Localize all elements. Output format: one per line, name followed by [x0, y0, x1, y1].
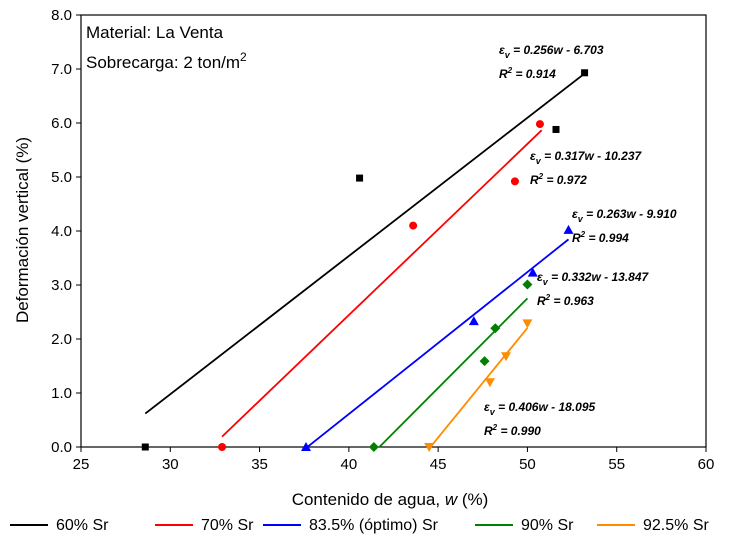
legend-label: 60% Sr [56, 517, 109, 534]
r-squared-label: R2 = 0.994 [572, 230, 629, 245]
x-tick-label: 25 [73, 456, 90, 473]
data-point [490, 323, 501, 334]
data-point [563, 224, 574, 234]
y-tick-label: 8.0 [51, 7, 72, 24]
r-squared-label: R2 = 0.990 [484, 423, 541, 438]
fit-line [430, 327, 529, 447]
data-point [581, 69, 589, 77]
data-point [409, 221, 418, 230]
y-tick-label: 4.0 [51, 223, 72, 240]
y-tick-label: 2.0 [51, 331, 72, 348]
y-tick-label: 6.0 [51, 115, 72, 132]
axis-ticks: 25 30 35 40 45 50 55 60 0.0 1.0 2.0 3.0 4.0 5.0 6.0 7.0… [51, 7, 714, 473]
legend-label: 92.5% Sr [643, 517, 709, 534]
data-point [301, 442, 311, 451]
data-point [356, 174, 364, 182]
x-tick-label: 40 [341, 456, 358, 473]
x-tick-label: 60 [698, 456, 715, 473]
data-point [522, 319, 533, 329]
data-point [527, 267, 538, 277]
load-label: Sobrecarga: 2 ton/m2 [86, 50, 247, 72]
legend: 60% Sr 70% Sr 83.5% (óptimo) Sr 90% Sr 92.5%… [10, 517, 709, 534]
fit-line [221, 129, 543, 438]
x-tick-label: 30 [162, 456, 179, 473]
y-tick-label: 0.0 [51, 439, 72, 456]
x-tick-label: 50 [519, 456, 536, 473]
legend-label: 83.5% (óptimo) Sr [309, 517, 439, 534]
data-point [484, 378, 495, 388]
r-squared-label: R2 = 0.963 [537, 293, 594, 308]
data-markers [141, 69, 589, 452]
data-point [552, 125, 560, 133]
regression-equation: εv = 0.256w - 6.703 [499, 43, 604, 60]
r-squared-label: R2 = 0.914 [499, 66, 556, 81]
x-tick-label: 55 [608, 456, 625, 473]
data-point [510, 177, 519, 186]
regression-equation: εv = 0.263w - 9.910 [572, 207, 677, 224]
data-point [501, 352, 511, 362]
regression-equation: εv = 0.317w - 10.237 [530, 149, 642, 166]
x-axis-title: Contenido de agua, w (%) [292, 490, 489, 509]
data-point [468, 316, 479, 326]
y-tick-label: 3.0 [51, 277, 72, 294]
y-tick-label: 5.0 [51, 169, 72, 186]
regression-equation: εv = 0.406w - 18.095 [484, 400, 595, 417]
material-label: Material: La Venta [86, 23, 224, 42]
data-point [141, 443, 149, 451]
fit-line [144, 72, 586, 415]
y-tick-label: 1.0 [51, 385, 72, 402]
data-point [479, 356, 490, 367]
fit-line [378, 297, 529, 448]
data-point [368, 442, 379, 452]
data-point [535, 120, 544, 129]
x-tick-label: 45 [430, 456, 447, 473]
fit-line [307, 238, 570, 448]
x-tick-label: 35 [251, 456, 268, 473]
y-tick-label: 7.0 [51, 61, 72, 78]
data-point [522, 279, 533, 290]
fit-lines [144, 72, 586, 448]
data-point [424, 443, 435, 452]
regression-equations: εv = 0.256w - 6.703 R2 = 0.914 εv = 0.317w… [484, 43, 677, 438]
legend-label: 70% Sr [201, 517, 254, 534]
legend-label: 90% Sr [521, 517, 574, 534]
regression-equation: εv = 0.332w - 13.847 [537, 270, 649, 287]
data-point [218, 443, 227, 451]
r-squared-label: R2 = 0.972 [530, 172, 587, 187]
y-axis-title: Deformación vertical (%) [13, 137, 32, 323]
